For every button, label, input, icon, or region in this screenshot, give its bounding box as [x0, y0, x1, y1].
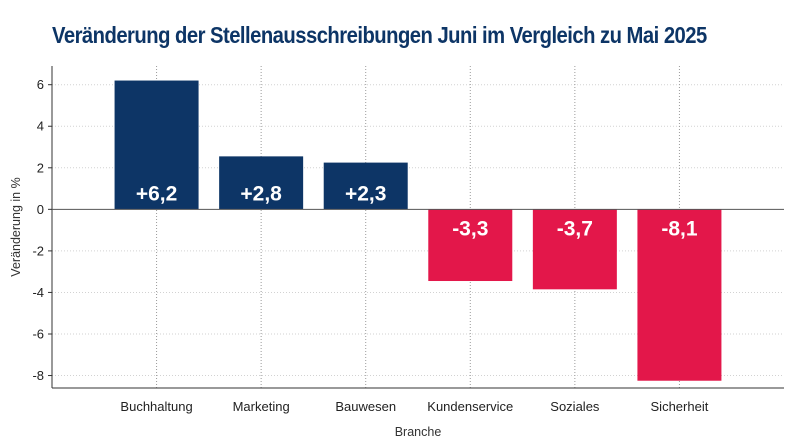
data-label: +2,3	[345, 182, 386, 205]
y-tick-label: 0	[37, 202, 44, 217]
x-tick-label: Bauwesen	[335, 399, 396, 414]
x-tick-label: Sicherheit	[651, 399, 709, 414]
x-axis-title: Branche	[395, 425, 442, 439]
data-label: +6,2	[136, 182, 177, 205]
x-tick-label: Kundenservice	[427, 399, 513, 414]
y-tick-label: -2	[32, 243, 44, 258]
x-tick-label: Buchhaltung	[120, 399, 192, 414]
bar-soziales[interactable]	[532, 209, 617, 290]
data-label: -3,7	[557, 217, 593, 240]
data-label: -8,1	[661, 217, 698, 240]
y-axis-title: Veränderung in %	[9, 177, 23, 276]
y-tick-label: -6	[32, 326, 44, 341]
bar-buchhaltung[interactable]	[114, 80, 199, 210]
chart-title: Veränderung der Stellenausschreibungen J…	[52, 22, 707, 48]
x-tick-label: Soziales	[550, 399, 600, 414]
y-tick-label: 2	[37, 160, 44, 175]
bar-marketing[interactable]	[219, 156, 304, 210]
data-label: +2,8	[240, 182, 282, 205]
bar-sicherheit[interactable]	[637, 209, 722, 381]
y-tick-label: -4	[32, 285, 44, 300]
y-tick-label: 6	[37, 77, 44, 92]
y-tick-label: -8	[32, 368, 44, 383]
bar-kundenservice[interactable]	[428, 209, 513, 282]
data-label: -3,3	[452, 217, 488, 240]
x-tick-label: Marketing	[233, 399, 290, 414]
bar-bauwesen[interactable]	[323, 162, 408, 210]
y-tick-label: 4	[37, 119, 44, 134]
